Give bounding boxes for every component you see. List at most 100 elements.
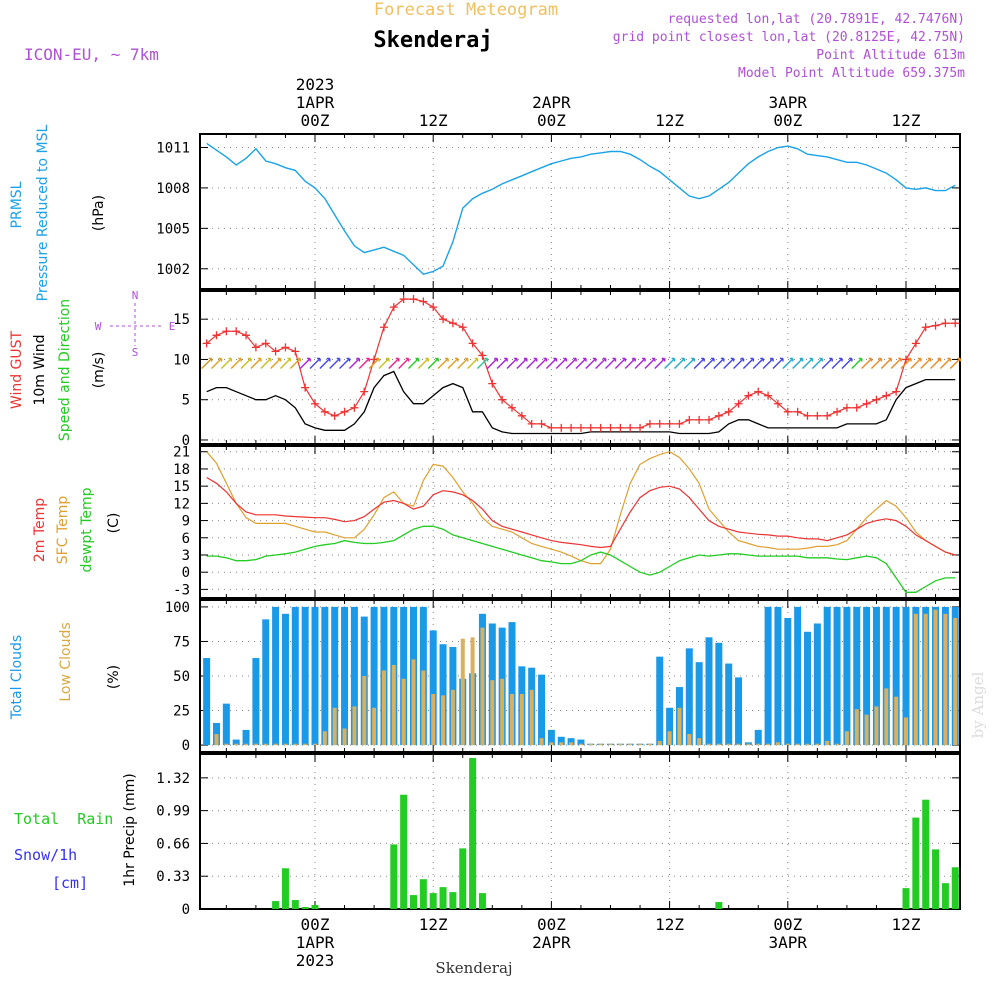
y-tick-label: 5 bbox=[182, 393, 190, 409]
wind-barb bbox=[703, 357, 715, 369]
low-cloud-bar bbox=[588, 743, 593, 746]
total-cloud-bar bbox=[774, 606, 782, 746]
t2m-line bbox=[206, 476, 956, 556]
wind-barb bbox=[555, 357, 567, 369]
gust-marker bbox=[734, 399, 743, 408]
total-cloud-bar bbox=[843, 606, 851, 746]
total-cloud-bar bbox=[291, 606, 299, 746]
low-cloud-bar bbox=[864, 714, 869, 746]
pressure-line bbox=[206, 142, 956, 275]
wind-barb bbox=[279, 357, 292, 369]
total-cloud-bar bbox=[754, 729, 762, 746]
gust-marker bbox=[685, 415, 694, 424]
wind-barb bbox=[211, 357, 223, 369]
rain-bar bbox=[902, 888, 910, 909]
top-time-label: 12Z bbox=[419, 111, 448, 130]
wind-panel: 0 5 10 15 bbox=[173, 290, 961, 449]
y-tick-label: 1008 bbox=[156, 181, 190, 197]
wind-label: 10m Wind bbox=[32, 334, 48, 405]
wind-barb bbox=[930, 357, 942, 369]
wind-barb bbox=[949, 357, 961, 369]
wind-barb bbox=[870, 357, 883, 369]
gust-marker bbox=[212, 331, 221, 340]
temp-unit: (C) bbox=[106, 513, 122, 534]
total-cloud-bar bbox=[853, 606, 861, 746]
total-cloud-bar bbox=[695, 662, 703, 746]
wind-unit: (m/s) bbox=[91, 352, 107, 389]
wind-barb bbox=[772, 357, 784, 369]
pressure-unit: (hPa) bbox=[91, 195, 107, 231]
low-cloud-bar bbox=[214, 734, 219, 746]
rain-bar bbox=[291, 900, 299, 909]
cloud-labels: Total Clouds Low Clouds (%) bbox=[9, 622, 122, 720]
top-time-label: 00Z bbox=[301, 111, 330, 130]
low-cloud-bar bbox=[598, 743, 603, 746]
low-cloud-bar bbox=[578, 743, 583, 746]
wind-barb bbox=[339, 357, 351, 369]
total-cloud-bar bbox=[252, 658, 260, 746]
rain-bar bbox=[449, 892, 457, 909]
low-cloud-bar bbox=[677, 707, 682, 746]
wind-barb bbox=[299, 357, 311, 369]
low-cloud-bar bbox=[293, 743, 298, 746]
snow-label: Snow/1h bbox=[14, 846, 77, 864]
prmsl-label: PRMSL bbox=[9, 181, 25, 228]
wind-barb bbox=[900, 357, 912, 369]
low-cloud-bar bbox=[342, 728, 347, 746]
low-cloud-bar bbox=[490, 680, 495, 746]
panel-frame bbox=[199, 445, 961, 599]
wind-barb bbox=[437, 357, 449, 369]
total-cloud-bar bbox=[272, 606, 280, 746]
gust-marker bbox=[517, 411, 526, 420]
gust-marker bbox=[724, 407, 733, 416]
wind-dir-label: Speed and Direction bbox=[57, 299, 73, 441]
low-cloud-bar bbox=[381, 670, 386, 746]
low-cloud-bar bbox=[746, 743, 751, 746]
low-cloud-bar bbox=[441, 695, 446, 746]
rain-bar bbox=[459, 848, 467, 909]
total-cloud-bar bbox=[547, 729, 555, 746]
rain-bar bbox=[478, 893, 486, 909]
total-cloud-bar bbox=[902, 606, 910, 746]
top-time-label: 12Z bbox=[892, 111, 921, 130]
point-altitude: Point Altitude 613m bbox=[816, 48, 965, 63]
wind-barb bbox=[526, 357, 538, 369]
gust-marker bbox=[508, 403, 516, 412]
gust-marker bbox=[409, 295, 418, 304]
wind-barb bbox=[595, 357, 607, 369]
gust-marker bbox=[872, 395, 881, 404]
clouds-unit: (%) bbox=[106, 665, 122, 689]
gust-marker bbox=[232, 327, 241, 336]
total-cloud-bar bbox=[429, 630, 437, 746]
gust-marker bbox=[301, 383, 310, 392]
wind-barb bbox=[841, 357, 853, 369]
wind-barb bbox=[408, 357, 420, 369]
wind-barb bbox=[506, 357, 518, 369]
y-tick-label: 1002 bbox=[156, 262, 190, 278]
wind-barb bbox=[811, 357, 824, 369]
total-cloud-bar bbox=[577, 739, 585, 746]
y-tick-label: 3 bbox=[182, 548, 190, 564]
gust-marker bbox=[951, 319, 960, 328]
wind-barb bbox=[861, 357, 873, 369]
low-cloud-bar bbox=[391, 664, 396, 746]
gust-marker bbox=[557, 423, 566, 432]
low-cloud-bar bbox=[638, 743, 643, 746]
gust-marker bbox=[468, 339, 477, 348]
compass-n: N bbox=[132, 289, 139, 302]
gust-marker bbox=[586, 423, 595, 432]
gust-marker bbox=[714, 411, 723, 420]
total-cloud-bar bbox=[341, 606, 349, 746]
wind-barb bbox=[713, 357, 725, 369]
low-cloud-bar bbox=[628, 743, 633, 746]
gust-marker bbox=[527, 419, 536, 428]
clouds-panel: 0 25 50 75 100 bbox=[165, 599, 961, 754]
y-tick-label: 50 bbox=[173, 669, 190, 685]
wind-barb bbox=[230, 357, 242, 369]
wind-barb bbox=[417, 357, 430, 369]
total-cloud-bar bbox=[331, 606, 339, 746]
low-cloud-bar bbox=[618, 743, 623, 746]
